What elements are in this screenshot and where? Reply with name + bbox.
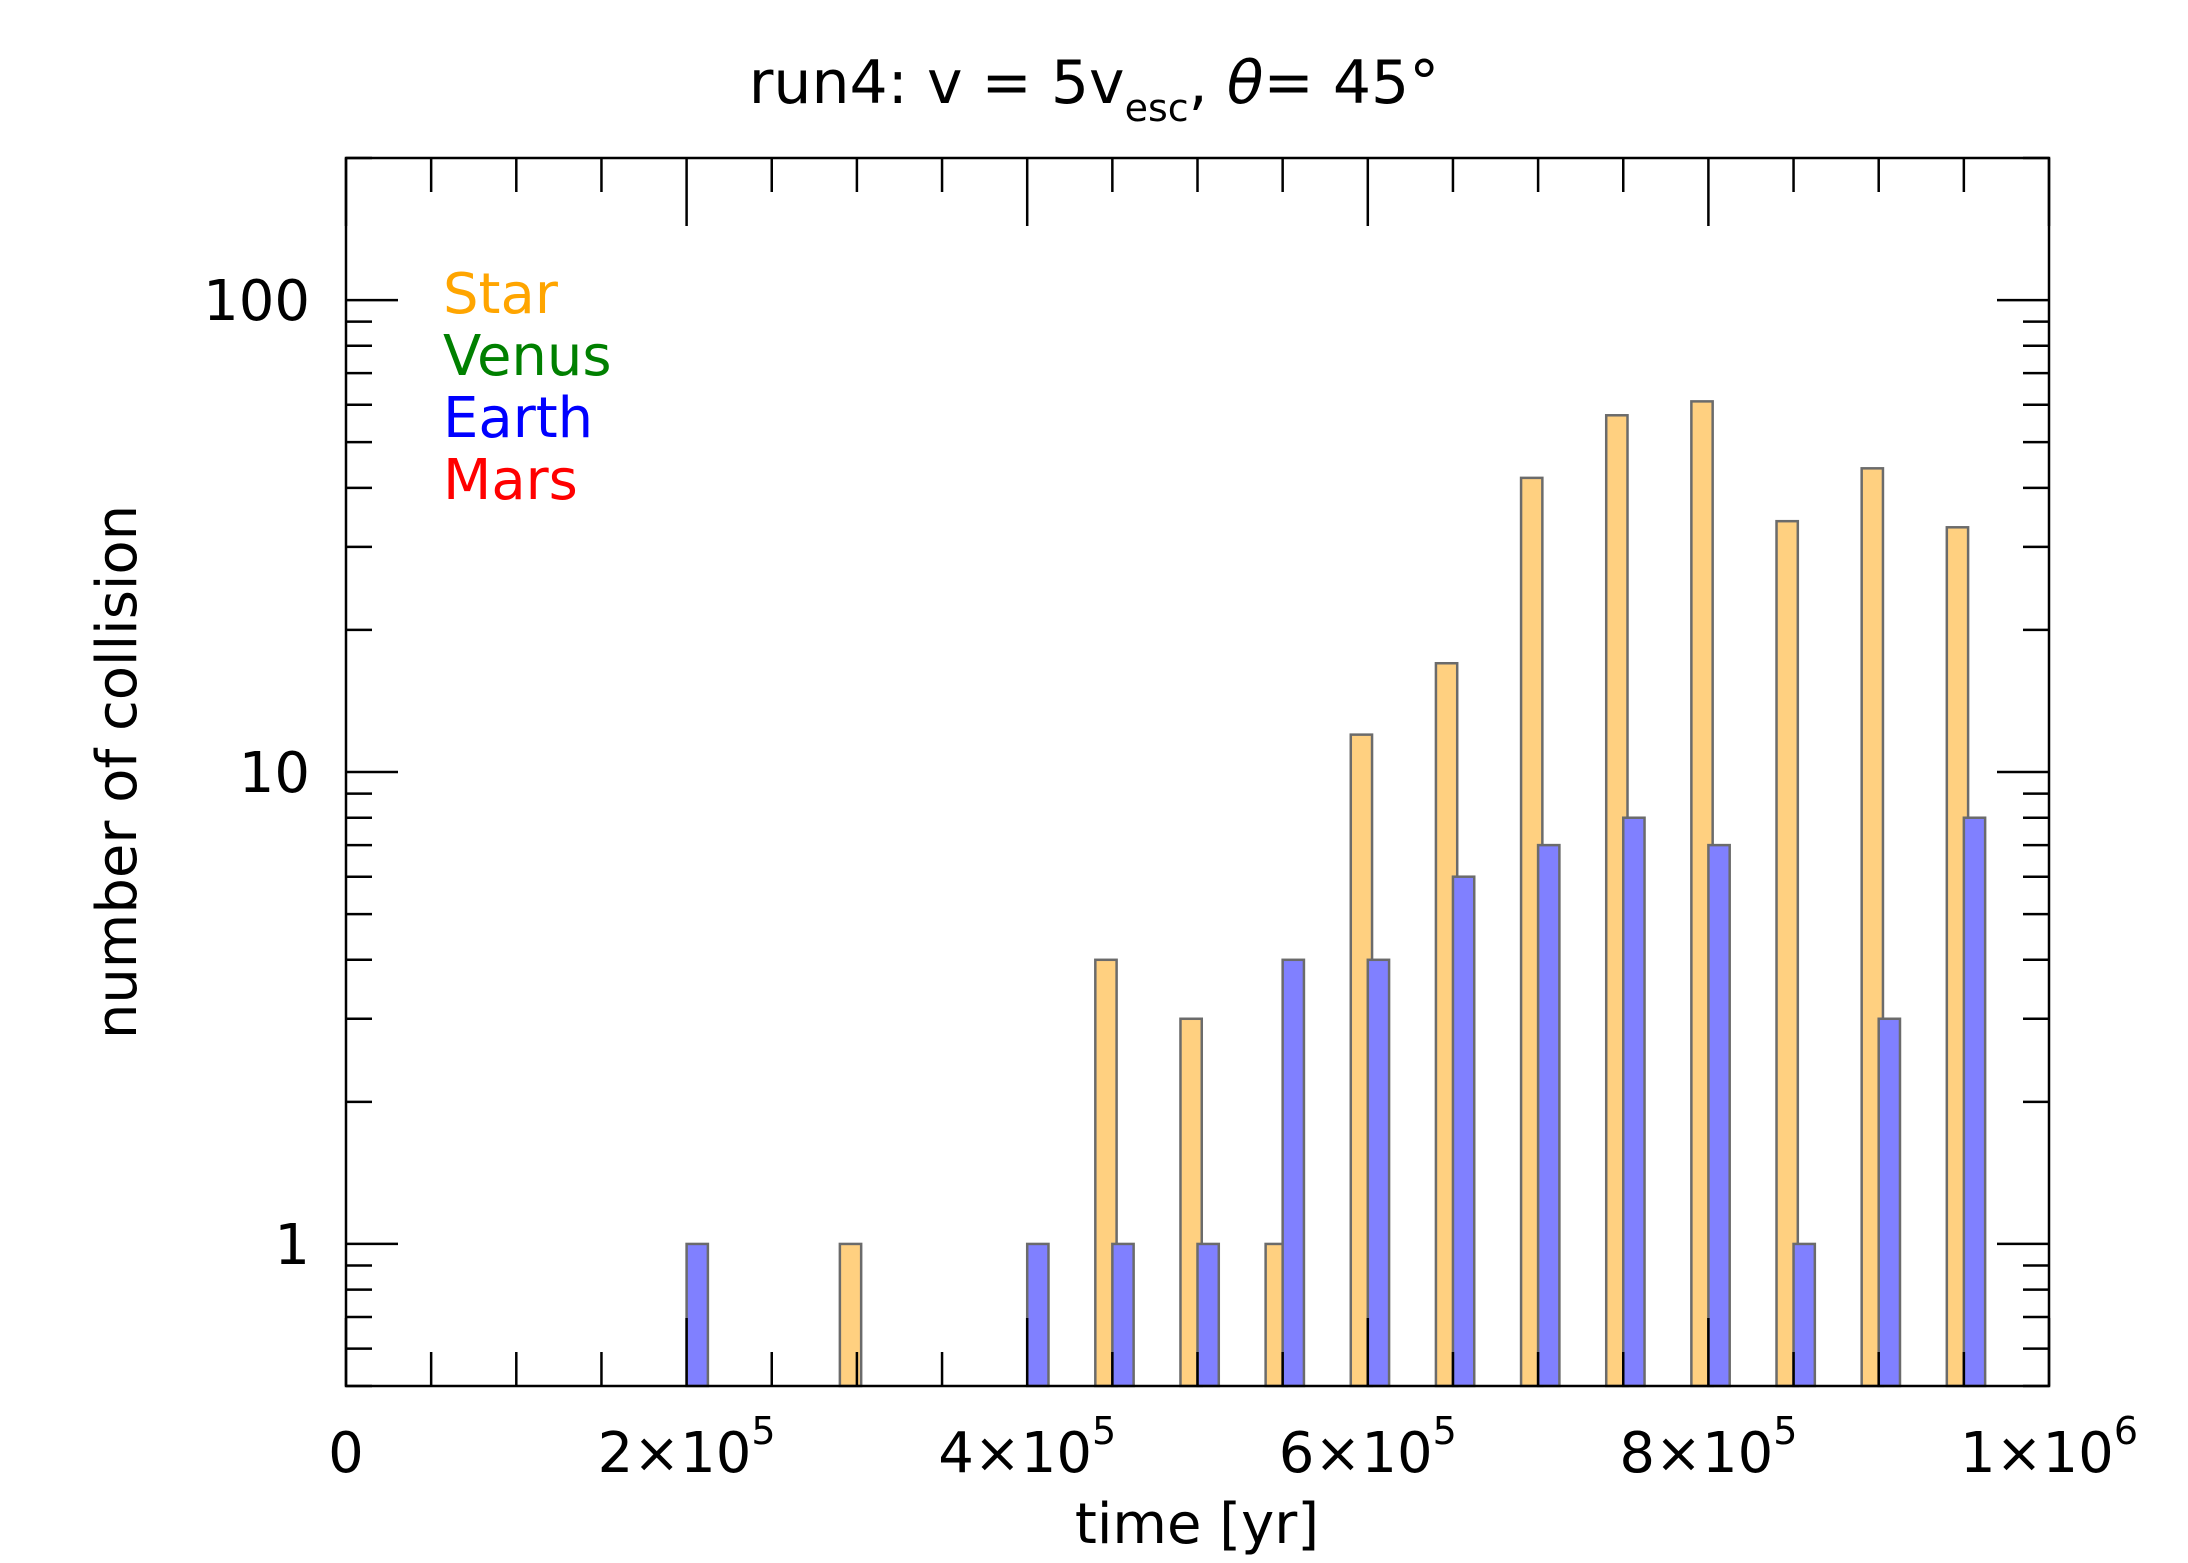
bar-earth-10 (1792, 1242, 1817, 1388)
plot-frame (344, 156, 2051, 1388)
bar-earth-8 (1622, 816, 1646, 1388)
bar-earth-7 (1536, 843, 1561, 1388)
x-tick-label: 6×105 (1279, 1409, 1457, 1486)
bar-earth-4 (1281, 958, 1306, 1388)
bar-earth-11 (1877, 1017, 1902, 1388)
x-axis-label: time [yr] (1075, 1492, 1319, 1557)
bar-earth-2 (1111, 1242, 1135, 1388)
legend-item-mars: Mars (443, 448, 578, 513)
legend-item-venus: Venus (443, 324, 612, 389)
x-tick-labels: 0 2×105 4×105 6×105 8×105 1×106 (328, 1409, 2138, 1486)
x-tick-label: 8×105 (1619, 1409, 1797, 1486)
bar-earth-9 (1707, 843, 1731, 1388)
x-tick-label: 2×105 (598, 1409, 776, 1486)
legend-item-earth: Earth (443, 386, 593, 451)
bar-earth-6 (1451, 875, 1476, 1388)
chart-title-subscript: esc (1125, 86, 1189, 130)
y-tick-label: 100 (203, 269, 310, 334)
bar-earth-1 (1025, 1242, 1050, 1388)
bars-layer (685, 400, 1987, 1388)
y-tick-labels: 1 10 100 (203, 269, 310, 1278)
y-axis-label: number of collision (85, 505, 150, 1039)
chart-title: run4: v = 5vesc, θ= 45° (749, 48, 1439, 130)
x-tick-label: 0 (328, 1421, 364, 1486)
x-tick-label: 1×106 (1960, 1409, 2138, 1486)
bar-earth-3 (1196, 1242, 1221, 1388)
y-tick-label: 10 (239, 741, 310, 806)
bar-earth-12 (1962, 816, 1987, 1388)
legend-item-star: Star (443, 262, 559, 327)
bar-earth-0 (685, 1242, 710, 1388)
bar-earth-5 (1366, 958, 1391, 1388)
x-tick-label: 4×105 (938, 1409, 1116, 1486)
y-tick-label: 1 (274, 1213, 310, 1278)
